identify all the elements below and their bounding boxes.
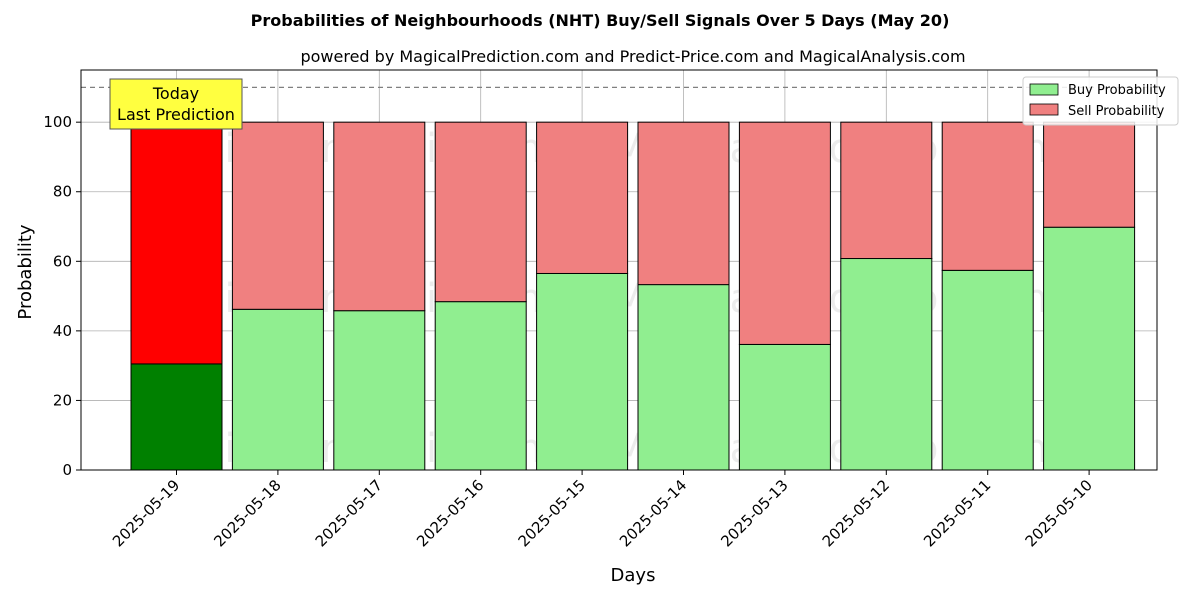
y-tick-label-1: 20 [53, 391, 72, 409]
x-tick-label-2025-05-13: 2025-05-13 [717, 476, 791, 550]
chart-title: Probabilities of Neighbourhoods (NHT) Bu… [251, 11, 950, 30]
y-tick-label-4: 80 [53, 183, 72, 201]
x-axis-label: Days [611, 565, 656, 586]
bar-buy-2025-05-17 [333, 310, 426, 471]
legend-label-sell: Sell Probability [1068, 104, 1165, 119]
bar-buy-2025-05-11 [941, 269, 1034, 471]
bar-buy-2025-05-10 [1043, 226, 1136, 471]
bar-buy-2025-05-15 [536, 272, 629, 471]
bar-sell-2025-05-19 [130, 121, 223, 365]
plot-frame [80, 69, 1158, 471]
legend-swatch-buy [1029, 83, 1059, 96]
x-tick-label-2025-05-17: 2025-05-17 [312, 476, 386, 550]
annotation-line-today: Today [152, 84, 199, 103]
x-tick-label-2025-05-19: 2025-05-19 [109, 476, 183, 550]
annotation-line-last-prediction: Last Prediction [117, 105, 235, 124]
y-tick-label-3: 60 [53, 252, 72, 270]
bar-buy-2025-05-13 [738, 343, 831, 471]
bar-sell-2025-05-15 [536, 121, 629, 274]
today-annotation: Today Last Prediction [109, 78, 243, 130]
bar-sell-2025-05-16 [434, 121, 527, 303]
legend: Buy Probability Sell Probability [1022, 76, 1179, 126]
x-tick-label-2025-05-15: 2025-05-15 [515, 476, 589, 550]
bar-sell-2025-05-14 [637, 121, 730, 286]
y-axis-ticks: 0 20 40 60 80 100 [43, 113, 81, 479]
x-tick-label-2025-05-11: 2025-05-11 [920, 476, 994, 550]
x-tick-label-2025-05-18: 2025-05-18 [210, 476, 284, 550]
y-tick-label-0: 0 [62, 461, 72, 479]
legend-box [1022, 76, 1179, 126]
bars [130, 121, 1136, 471]
chart-subtitle: powered by MagicalPrediction.com and Pre… [300, 47, 965, 66]
x-tick-label-2025-05-10: 2025-05-10 [1022, 476, 1096, 550]
bar-sell-2025-05-12 [840, 121, 933, 260]
bar-sell-2025-05-11 [941, 121, 1034, 271]
y-axis-label: Probability [15, 224, 36, 319]
bar-sell-2025-05-18 [231, 121, 324, 310]
x-tick-label-2025-05-14: 2025-05-14 [616, 476, 690, 550]
bar-buy-2025-05-16 [434, 301, 527, 471]
legend-swatch-sell [1029, 103, 1059, 116]
bar-sell-2025-05-10 [1043, 121, 1136, 228]
x-tick-label-2025-05-12: 2025-05-12 [819, 476, 893, 550]
y-tick-label-2: 40 [53, 322, 72, 340]
x-axis-ticks: 2025-05-19 2025-05-18 2025-05-17 2025-05-16… [109, 470, 1096, 550]
y-tick-label-5: 100 [43, 113, 72, 131]
x-tick-label-2025-05-16: 2025-05-16 [413, 476, 487, 550]
bar-buy-2025-05-12 [840, 258, 933, 471]
bar-sell-2025-05-17 [333, 121, 426, 312]
bar-buy-2025-05-18 [231, 308, 324, 471]
bar-buy-2025-05-19 [130, 363, 223, 471]
legend-label-buy: Buy Probability [1068, 83, 1166, 98]
bar-buy-2025-05-14 [637, 284, 730, 471]
annotation-box [109, 78, 243, 130]
bar-sell-2025-05-13 [738, 121, 831, 345]
